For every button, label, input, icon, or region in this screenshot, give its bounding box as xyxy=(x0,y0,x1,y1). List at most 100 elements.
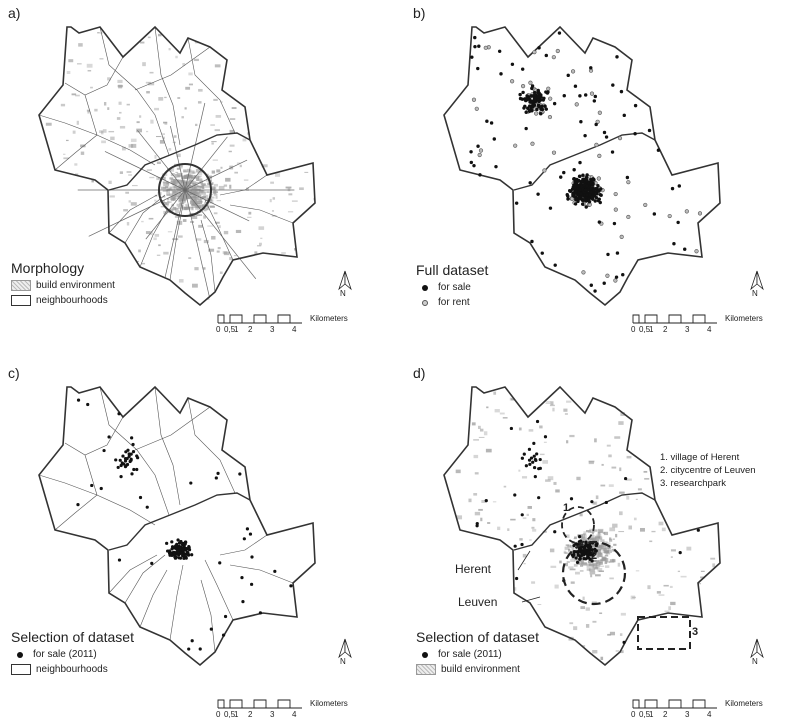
sale-dot xyxy=(585,179,589,183)
sale-dot xyxy=(591,177,595,181)
build-mark xyxy=(603,531,609,536)
sale-dot xyxy=(181,547,185,551)
legend-label: neighbourhoods xyxy=(36,664,108,675)
build-mark xyxy=(528,429,534,432)
sale-dot xyxy=(612,221,617,226)
build-mark xyxy=(532,528,537,532)
build-mark xyxy=(174,174,178,178)
build-mark xyxy=(94,108,98,112)
sale-dot xyxy=(633,132,637,136)
sale-dot xyxy=(187,647,191,651)
build-mark xyxy=(269,198,272,203)
build-mark xyxy=(235,229,242,234)
sale-dot-swatch xyxy=(422,651,428,658)
sale-dot xyxy=(529,94,534,98)
build-swatch xyxy=(416,664,436,675)
rent-dot xyxy=(478,148,484,153)
sale-dot xyxy=(537,99,541,104)
sale-dot xyxy=(536,91,540,95)
build-mark xyxy=(197,190,204,194)
legend-row-sale: for sale xyxy=(416,280,488,295)
scale-tick-label: 2 xyxy=(248,710,253,719)
build-mark xyxy=(598,559,603,564)
build-mark xyxy=(603,541,608,543)
build-mark xyxy=(635,498,638,500)
build-mark xyxy=(582,596,585,601)
area-number-2: 2 xyxy=(591,550,598,562)
build-mark xyxy=(586,529,591,533)
sale-dot xyxy=(683,247,687,251)
sale-dot xyxy=(535,452,539,456)
build-mark xyxy=(592,564,597,569)
build-mark xyxy=(149,230,153,235)
sale-dot xyxy=(578,535,582,539)
sale-dot xyxy=(592,187,596,192)
scale-tick-label: 0 xyxy=(216,710,221,719)
build-mark xyxy=(479,428,484,432)
build-mark xyxy=(176,187,182,190)
sale-dot xyxy=(289,584,293,588)
rent-dot-swatch xyxy=(422,299,428,306)
build-mark xyxy=(588,460,595,463)
sale-dot xyxy=(473,44,477,49)
build-mark xyxy=(213,212,218,215)
build-mark xyxy=(607,633,611,636)
build-mark xyxy=(141,220,144,223)
build-mark xyxy=(626,455,632,459)
build-mark xyxy=(637,488,642,491)
build-mark xyxy=(480,517,483,522)
sale-dot xyxy=(569,497,574,501)
sale-dot xyxy=(273,569,277,573)
build-mark xyxy=(175,55,178,59)
build-mark xyxy=(669,585,673,588)
neighbourhood-boundary xyxy=(64,416,124,456)
build-mark xyxy=(710,557,716,560)
sale-dot xyxy=(90,483,94,488)
build-mark xyxy=(97,32,100,34)
sale-dot xyxy=(530,84,535,88)
build-mark xyxy=(204,201,207,204)
build-mark xyxy=(131,143,137,148)
scale-tick-label: 1 xyxy=(649,325,654,334)
sale-dot xyxy=(223,614,228,619)
sale-dot xyxy=(583,548,587,552)
build-mark xyxy=(196,179,203,181)
sale-dot-swatch xyxy=(17,651,23,658)
build-mark xyxy=(189,200,194,204)
build-mark xyxy=(185,206,191,210)
build-mark xyxy=(271,210,275,212)
sale-dot xyxy=(557,31,562,35)
sale-dot xyxy=(528,462,532,466)
build-mark xyxy=(169,208,174,213)
build-mark xyxy=(210,187,216,190)
sale-dot xyxy=(587,543,592,547)
sale-dot xyxy=(670,186,675,191)
scale-tick-label: 1 xyxy=(649,710,654,719)
build-mark xyxy=(220,166,223,169)
build-mark xyxy=(158,97,164,101)
sale-dot xyxy=(132,467,136,472)
build-mark xyxy=(471,422,476,426)
build-mark xyxy=(190,195,194,198)
build-mark xyxy=(550,565,557,568)
build-mark xyxy=(236,162,241,164)
build-mark xyxy=(183,176,190,179)
sale-dot xyxy=(589,186,593,191)
build-mark xyxy=(148,217,154,220)
build-mark xyxy=(514,587,517,591)
build-mark xyxy=(546,401,552,403)
sale-dot xyxy=(530,100,534,104)
build-mark xyxy=(216,169,221,173)
build-mark xyxy=(146,169,152,171)
build-mark xyxy=(188,257,192,259)
road-line xyxy=(137,130,186,191)
sale-dot xyxy=(513,544,517,548)
sale-dot xyxy=(169,551,173,555)
build-mark xyxy=(186,168,192,172)
build-mark xyxy=(595,495,599,500)
build-mark xyxy=(493,391,497,395)
sale-dot xyxy=(125,456,129,461)
sale-dot xyxy=(676,220,680,225)
road-line xyxy=(184,136,228,191)
rent-dot xyxy=(471,97,477,102)
